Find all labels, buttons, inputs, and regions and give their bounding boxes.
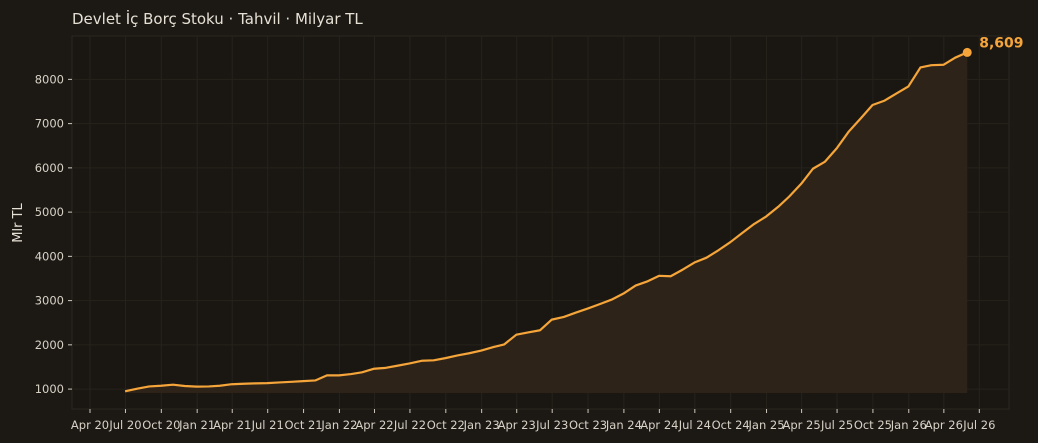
x-tick-label: Apr 23 [498,418,536,432]
x-tick-label: Jul 22 [393,418,426,432]
x-tick-label: Apr 25 [783,418,821,432]
y-tick-label: 1000 [35,382,64,396]
x-tick-label: Oct 25 [854,418,892,432]
x-tick-label: Jul 21 [251,418,284,432]
x-tick-label: Apr 26 [925,418,963,432]
y-tick-label: 4000 [35,249,64,263]
x-tick-label: Oct 22 [427,418,465,432]
x-tick-label: Jan 24 [605,418,642,432]
x-tick-label: Apr 21 [213,418,251,432]
y-tick-label: 8000 [35,72,64,86]
y-tick-label: 5000 [35,205,64,219]
x-tick-label: Oct 24 [712,418,750,432]
x-tick-label: Apr 24 [640,418,678,432]
x-tick-label: Oct 23 [569,418,607,432]
last-value-label: 8,609 [979,35,1023,51]
x-tick-label: Jan 22 [320,418,357,432]
y-tick-label: 6000 [35,161,64,175]
x-tick-label: Oct 20 [142,418,180,432]
x-tick-label: Jul 20 [108,418,141,432]
y-axis-label: Mlr TL [11,203,26,243]
x-tick-label: Oct 21 [284,418,322,432]
series-line [124,51,968,393]
y-tick-label: 2000 [35,338,64,352]
x-tick-label: Apr 22 [355,418,393,432]
y-axis: 1000 2000 3000 4000 5000 6000 7000 8000 [35,72,72,396]
x-tick-label: Jul 24 [678,418,711,432]
y-tick-label: 3000 [35,294,64,308]
x-tick-label: Jan 25 [748,418,785,432]
area-layer [124,51,968,394]
x-tick-label: Apr 20 [71,418,109,432]
x-tick-label: Jan 23 [463,418,500,432]
x-tick-label: Jul 26 [962,418,995,432]
x-tick-label: Jul 23 [535,418,568,432]
last-value-marker [962,47,972,57]
area-fill [125,52,968,394]
chart-title: Devlet İç Borç Stoku · Tahvil · Milyar T… [72,9,363,28]
x-tick-label: Jan 21 [178,418,215,432]
x-tick-label: Jul 25 [820,418,853,432]
x-tick-label: Jan 26 [890,418,927,432]
y-tick-label: 7000 [35,117,64,131]
